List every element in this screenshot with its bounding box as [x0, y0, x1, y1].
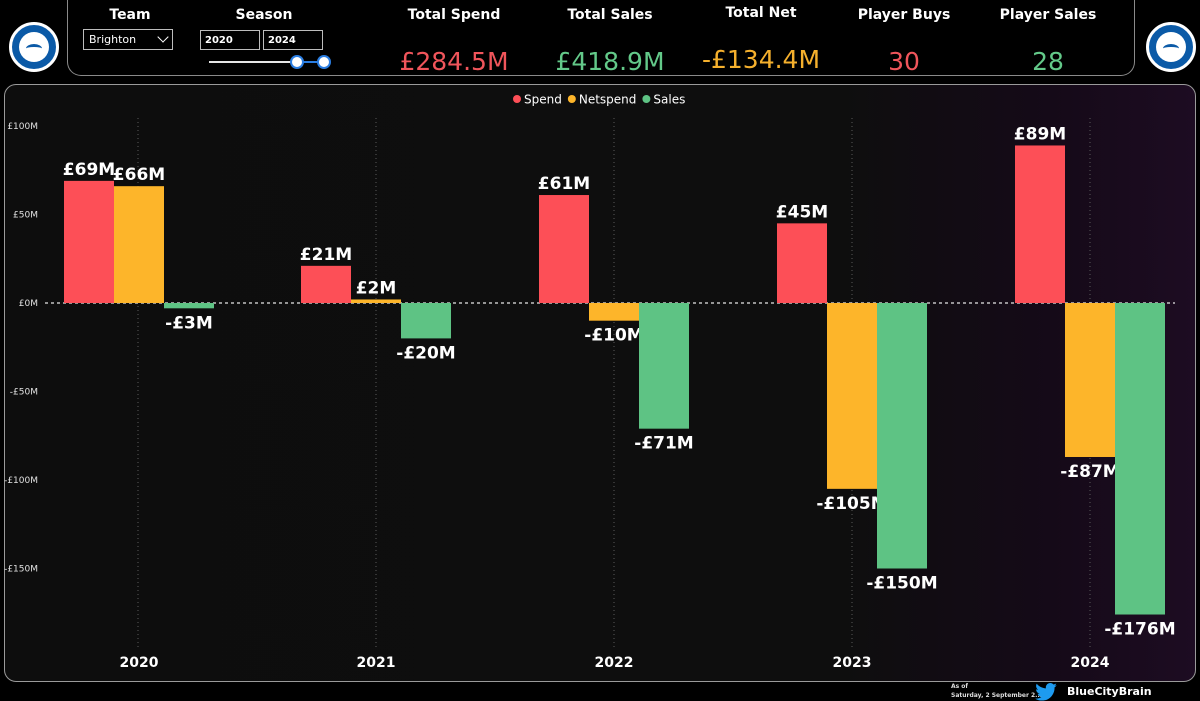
bar-sales-2024: [1115, 303, 1165, 615]
x-tick-label-2024: 2024: [1071, 655, 1110, 671]
data-label-sales-2020: -£3M: [165, 313, 213, 333]
bar-spend-2022: [539, 195, 589, 303]
season-from-input[interactable]: 2020: [200, 30, 260, 50]
data-label-spend-2024: £89M: [1014, 124, 1066, 144]
y-tick-label: -£100M: [4, 476, 38, 486]
legend-marker-sales: [642, 95, 651, 103]
bar-netspend-2022: [589, 303, 639, 321]
legend-label-spend: Spend: [524, 93, 562, 107]
team-dropdown-value: Brighton: [89, 33, 137, 46]
data-label-spend-2020: £69M: [63, 160, 115, 180]
data-label-spend-2023: £45M: [776, 202, 828, 222]
y-tick-label: £100M: [7, 122, 38, 132]
season-slider-range: [297, 61, 324, 63]
bar-netspend-2021: [351, 299, 401, 303]
kpi-total-net-label: Total Net: [725, 5, 797, 21]
kpi-total-spend-value: £284.5M: [399, 47, 509, 76]
bar-netspend-2020: [114, 186, 164, 303]
x-tick-label-2022: 2022: [595, 655, 634, 671]
bar-netspend-2023: [827, 303, 877, 489]
legend-label-sales: Sales: [653, 93, 685, 107]
x-tick-label-2020: 2020: [120, 655, 159, 671]
bar-netspend-2024: [1065, 303, 1115, 457]
y-tick-label: £0M: [19, 299, 38, 309]
season-slider-start-handle[interactable]: [290, 55, 304, 69]
chart-panel: [4, 84, 1196, 682]
data-label-netspend-2020: £66M: [113, 165, 165, 185]
season-label: Season: [235, 7, 293, 23]
data-label-sales-2021: -£20M: [396, 343, 455, 363]
bar-spend-2021: [301, 265, 351, 303]
data-label-netspend-2021: £2M: [356, 278, 397, 298]
kpi-player-buys-label: Player Buys: [857, 7, 951, 23]
bar-spend-2023: [777, 223, 827, 303]
kpi-total-net-value: -£134.4M: [701, 45, 821, 74]
bar-sales-2022: [639, 303, 689, 429]
twitter-icon[interactable]: [1035, 683, 1057, 701]
kpi-total-sales-value: £418.9M: [555, 47, 665, 76]
y-tick-label: -£150M: [4, 565, 38, 575]
season-to-input[interactable]: 2024: [263, 30, 323, 50]
data-label-sales-2022: -£71M: [634, 434, 693, 454]
season-slider-end-handle[interactable]: [317, 55, 331, 69]
kpi-total-sales-label: Total Sales: [567, 7, 653, 23]
data-label-spend-2021: £21M: [300, 245, 352, 265]
x-tick-label-2023: 2023: [833, 655, 872, 671]
bar-spend-2024: [1015, 145, 1065, 303]
data-label-netspend-2023: -£105M: [816, 494, 887, 514]
bar-sales-2021: [401, 303, 451, 339]
y-tick-label: £50M: [13, 211, 38, 221]
club-crest-right: [1146, 22, 1196, 72]
club-crest-left: [9, 22, 59, 72]
y-tick-label: -£50M: [10, 388, 38, 398]
kpi-player-sales-label: Player Sales: [999, 7, 1097, 23]
header-panel: Team Brighton Season 2020 2024 Total Spe…: [67, 0, 1135, 76]
data-label-spend-2022: £61M: [538, 174, 590, 194]
x-tick-label-2021: 2021: [357, 655, 396, 671]
data-label-sales-2023: -£150M: [866, 574, 937, 594]
data-label-netspend-2024: -£87M: [1060, 462, 1119, 482]
bar-sales-2023: [877, 303, 927, 569]
as-of-label: As of: [951, 683, 969, 690]
twitter-handle[interactable]: BlueCityBrain: [1067, 685, 1152, 698]
season-slider-track[interactable]: [209, 61, 324, 63]
data-label-sales-2024: -£176M: [1104, 620, 1175, 640]
kpi-total-spend-label: Total Spend: [407, 7, 501, 23]
data-label-netspend-2022: -£10M: [584, 326, 643, 346]
kpi-player-buys-value: 30: [888, 47, 920, 76]
bar-sales-2020: [164, 303, 214, 309]
legend-label-netspend: Netspend: [579, 93, 637, 107]
legend-marker-netspend: [567, 95, 576, 103]
kpi-player-sales-value: 28: [1032, 47, 1064, 76]
legend-marker-spend: [513, 95, 521, 103]
bar-spend-2020: [64, 180, 114, 303]
team-label: Team: [109, 7, 151, 23]
as-of-date: Saturday, 2 September 2...: [951, 692, 1043, 699]
team-dropdown[interactable]: Brighton: [83, 29, 173, 50]
